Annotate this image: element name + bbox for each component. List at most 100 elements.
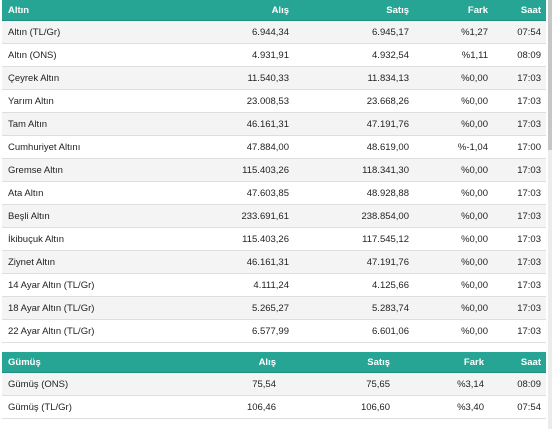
table-row[interactable]: 14 Ayar Altın (TL/Gr) 4.111,24 4.125,66 %0,…	[2, 273, 546, 297]
table-row[interactable]: Gremse Altın 115.403,26 118.341,30 %0,00 17:…	[2, 158, 546, 182]
cell-sell: 5.283,74	[289, 296, 409, 320]
cell-time: 17:03	[488, 296, 546, 320]
cell-diff: %0,00	[409, 204, 488, 228]
cell-time: 17:03	[488, 89, 546, 113]
cell-time: 17:03	[488, 227, 546, 251]
cell-buy: 115.403,26	[149, 227, 289, 251]
cell-name: Ziynet Altın	[2, 250, 149, 274]
gold-price-table: Altın Alış Satış Fark Saat Altın (TL/Gr)…	[2, 0, 546, 343]
cell-sell: 23.668,26	[289, 89, 409, 113]
cell-name: 18 Ayar Altın (TL/Gr)	[2, 296, 149, 320]
cell-sell: 106,60	[276, 395, 390, 419]
cell-name: Altın (TL/Gr)	[2, 20, 149, 44]
cell-sell: 118.341,30	[289, 158, 409, 182]
cell-name: Altın (ONS)	[2, 43, 149, 67]
header-buy: Alış	[149, 352, 276, 373]
cell-time: 08:09	[488, 43, 546, 67]
cell-sell: 75,65	[276, 372, 390, 396]
cell-buy: 6.944,34	[149, 20, 289, 44]
table-row[interactable]: Cumhuriyet Altını 47.884,00 48.619,00 %-1,0…	[2, 135, 546, 159]
header-sell: Satış	[289, 0, 409, 21]
header-time: Saat	[488, 0, 546, 21]
silver-table-header: Gümüş Alış Satış Fark Saat	[2, 352, 546, 373]
cell-buy: 23.008,53	[149, 89, 289, 113]
cell-time: 17:03	[488, 204, 546, 228]
silver-price-table: Gümüş Alış Satış Fark Saat Gümüş (ONS) 75…	[2, 352, 546, 419]
table-row[interactable]: Çeyrek Altın 11.540,33 11.834,13 %0,00 17:03	[2, 66, 546, 90]
cell-name: 22 Ayar Altın (TL/Gr)	[2, 319, 149, 343]
cell-time: 17:03	[488, 181, 546, 205]
cell-buy: 4.111,24	[149, 273, 289, 297]
cell-buy: 106,46	[149, 395, 276, 419]
vertical-scrollbar[interactable]	[548, 0, 552, 429]
cell-time: 17:03	[488, 319, 546, 343]
cell-diff: %1,11	[409, 43, 488, 67]
cell-sell: 6.945,17	[289, 20, 409, 44]
table-row[interactable]: Tam Altın 46.161,31 47.191,76 %0,00 17:03	[2, 112, 546, 136]
header-buy: Alış	[149, 0, 289, 21]
cell-buy: 6.577,99	[149, 319, 289, 343]
cell-name: Yarım Altın	[2, 89, 149, 113]
cell-name: Gümüş (ONS)	[2, 372, 149, 396]
cell-diff: %0,00	[409, 250, 488, 274]
cell-diff: %0,00	[409, 66, 488, 90]
header-sell: Satış	[276, 352, 390, 373]
scrollbar-thumb[interactable]	[548, 0, 552, 150]
cell-buy: 233.691,61	[149, 204, 289, 228]
cell-name: 14 Ayar Altın (TL/Gr)	[2, 273, 149, 297]
table-row[interactable]: Ziynet Altın 46.161,31 47.191,76 %0,00 17:03	[2, 250, 546, 274]
cell-time: 07:54	[484, 395, 546, 419]
cell-sell: 4.932,54	[289, 43, 409, 67]
cell-sell: 48.928,88	[289, 181, 409, 205]
cell-buy: 115.403,26	[149, 158, 289, 182]
cell-sell: 4.125,66	[289, 273, 409, 297]
header-diff: Fark	[390, 352, 484, 373]
cell-sell: 238.854,00	[289, 204, 409, 228]
table-row[interactable]: Yarım Altın 23.008,53 23.668,26 %0,00 17:03	[2, 89, 546, 113]
cell-sell: 47.191,76	[289, 250, 409, 274]
cell-time: 08:09	[484, 372, 546, 396]
table-row[interactable]: Gümüş (TL/Gr) 106,46 106,60 %3,40 07:54	[2, 395, 546, 419]
cell-name: Tam Altın	[2, 112, 149, 136]
cell-buy: 47.603,85	[149, 181, 289, 205]
header-diff: Fark	[409, 0, 488, 21]
cell-name: Beşli Altın	[2, 204, 149, 228]
cell-diff: %0,00	[409, 227, 488, 251]
cell-buy: 47.884,00	[149, 135, 289, 159]
cell-buy: 75,54	[149, 372, 276, 396]
cell-diff: %0,00	[409, 112, 488, 136]
cell-time: 07:54	[488, 20, 546, 44]
cell-name: Cumhuriyet Altını	[2, 135, 149, 159]
cell-time: 17:03	[488, 158, 546, 182]
cell-time: 17:03	[488, 66, 546, 90]
cell-diff: %3,40	[390, 395, 484, 419]
table-row[interactable]: Altın (ONS) 4.931,91 4.932,54 %1,11 08:09	[2, 43, 546, 67]
table-row[interactable]: Ata Altın 47.603,85 48.928,88 %0,00 17:03	[2, 181, 546, 205]
cell-name: Gümüş (TL/Gr)	[2, 395, 149, 419]
table-row[interactable]: İkibuçuk Altın 115.403,26 117.545,12 %0,00 1…	[2, 227, 546, 251]
table-row[interactable]: 22 Ayar Altın (TL/Gr) 6.577,99 6.601,06 %0,…	[2, 319, 546, 343]
cell-diff: %0,00	[409, 181, 488, 205]
header-name: Altın	[2, 0, 149, 21]
cell-time: 17:00	[488, 135, 546, 159]
cell-time: 17:03	[488, 112, 546, 136]
cell-time: 17:03	[488, 250, 546, 274]
cell-name: Gremse Altın	[2, 158, 149, 182]
gold-table-header: Altın Alış Satış Fark Saat	[2, 0, 546, 21]
cell-sell: 117.545,12	[289, 227, 409, 251]
table-row[interactable]: Altın (TL/Gr) 6.944,34 6.945,17 %1,27 07:54	[2, 20, 546, 44]
cell-diff: %3,14	[390, 372, 484, 396]
cell-diff: %0,00	[409, 158, 488, 182]
cell-sell: 47.191,76	[289, 112, 409, 136]
cell-sell: 11.834,13	[289, 66, 409, 90]
cell-buy: 46.161,31	[149, 250, 289, 274]
cell-diff: %0,00	[409, 273, 488, 297]
cell-name: İkibuçuk Altın	[2, 227, 149, 251]
cell-buy: 5.265,27	[149, 296, 289, 320]
table-row[interactable]: 18 Ayar Altın (TL/Gr) 5.265,27 5.283,74 %0,…	[2, 296, 546, 320]
cell-sell: 6.601,06	[289, 319, 409, 343]
cell-name: Ata Altın	[2, 181, 149, 205]
cell-buy: 11.540,33	[149, 66, 289, 90]
table-row[interactable]: Beşli Altın 233.691,61 238.854,00 %0,00 17:0…	[2, 204, 546, 228]
table-row[interactable]: Gümüş (ONS) 75,54 75,65 %3,14 08:09	[2, 372, 546, 396]
